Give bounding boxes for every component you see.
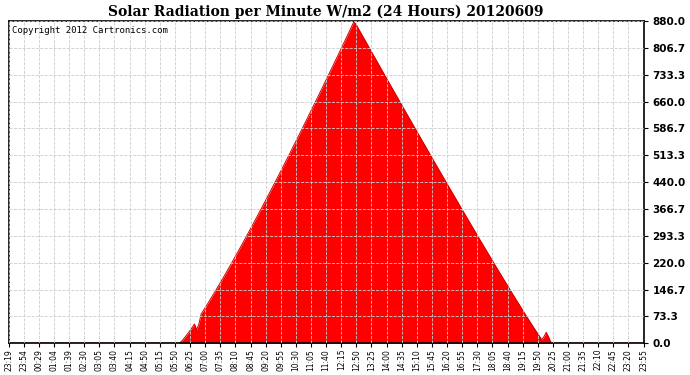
Text: Copyright 2012 Cartronics.com: Copyright 2012 Cartronics.com bbox=[12, 26, 168, 35]
Title: Solar Radiation per Minute W/m2 (24 Hours) 20120609: Solar Radiation per Minute W/m2 (24 Hour… bbox=[108, 4, 544, 18]
